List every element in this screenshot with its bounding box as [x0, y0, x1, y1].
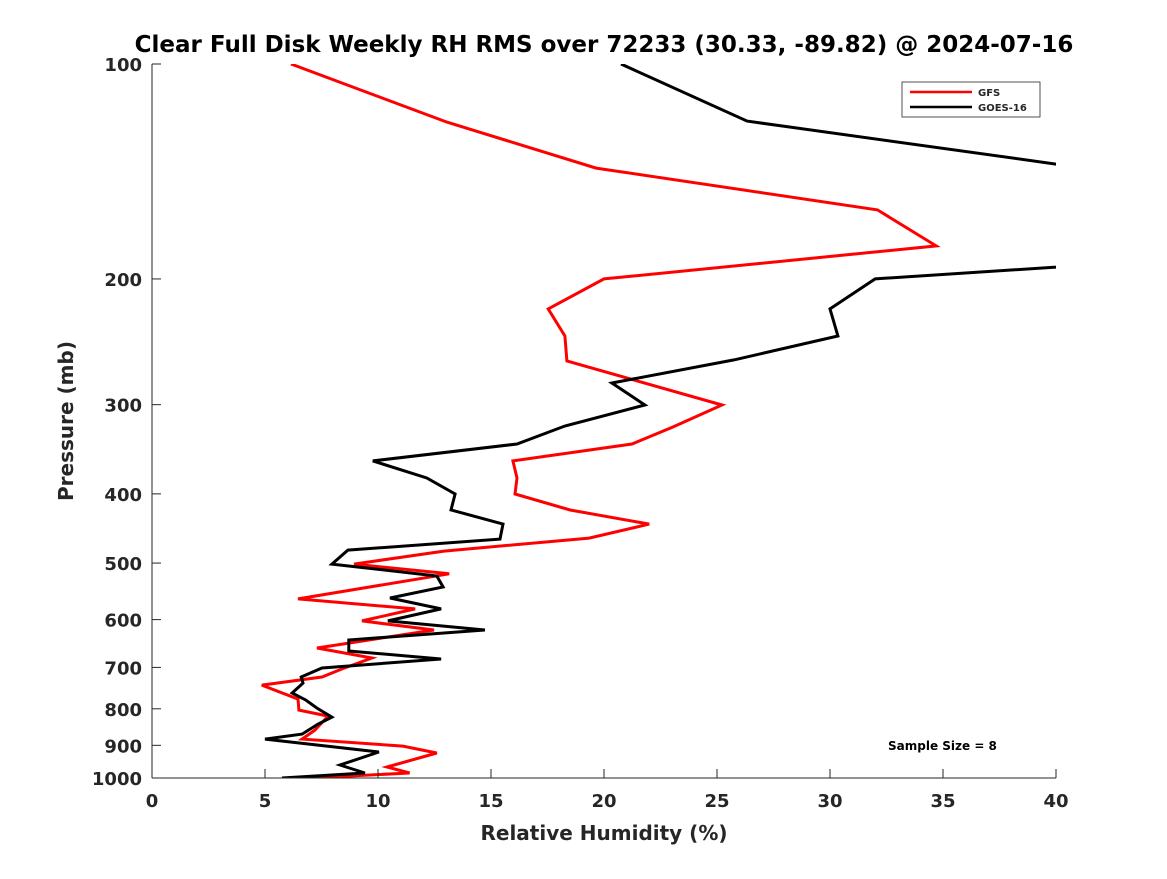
- x-tick-label: 10: [365, 791, 390, 812]
- x-axis-label: Relative Humidity (%): [480, 821, 727, 845]
- y-tick-label: 300: [104, 396, 142, 417]
- y-tick-label: 1000: [92, 769, 142, 790]
- y-tick-label: 400: [104, 485, 142, 506]
- legend-box: [901, 81, 1041, 118]
- series-line-gfs: [261, 64, 941, 778]
- y-tick-label: 200: [104, 270, 142, 291]
- chart-title: Clear Full Disk Weekly RH RMS over 72233…: [135, 32, 1074, 58]
- x-tick-label: 35: [930, 791, 955, 812]
- plot-area: [261, 64, 1056, 778]
- y-tick-label: 900: [104, 736, 142, 757]
- y-tick-label: 100: [104, 55, 142, 76]
- series-line-goes16: [264, 64, 1056, 778]
- x-tick-label: 0: [146, 791, 159, 812]
- x-tick-label: 20: [591, 791, 616, 812]
- x-tick-label: 30: [817, 791, 842, 812]
- x-tick-label: 15: [478, 791, 503, 812]
- sample-size-annotation: Sample Size = 8: [888, 739, 997, 753]
- y-tick-label: 600: [104, 611, 142, 632]
- legend-label-gfs: GFS: [978, 88, 1000, 99]
- y-tick-label: 500: [104, 554, 142, 575]
- x-tick-label: 5: [259, 791, 272, 812]
- x-tick-label: 25: [704, 791, 729, 812]
- x-tick-label: 40: [1043, 791, 1068, 812]
- legend: GFS GOES-16: [901, 81, 1041, 118]
- legend-label-goes16: GOES-16: [978, 103, 1027, 114]
- y-axis-label: Pressure (mb): [54, 341, 78, 501]
- y-tick-label: 800: [104, 700, 142, 721]
- y-tick-label: 700: [104, 658, 142, 679]
